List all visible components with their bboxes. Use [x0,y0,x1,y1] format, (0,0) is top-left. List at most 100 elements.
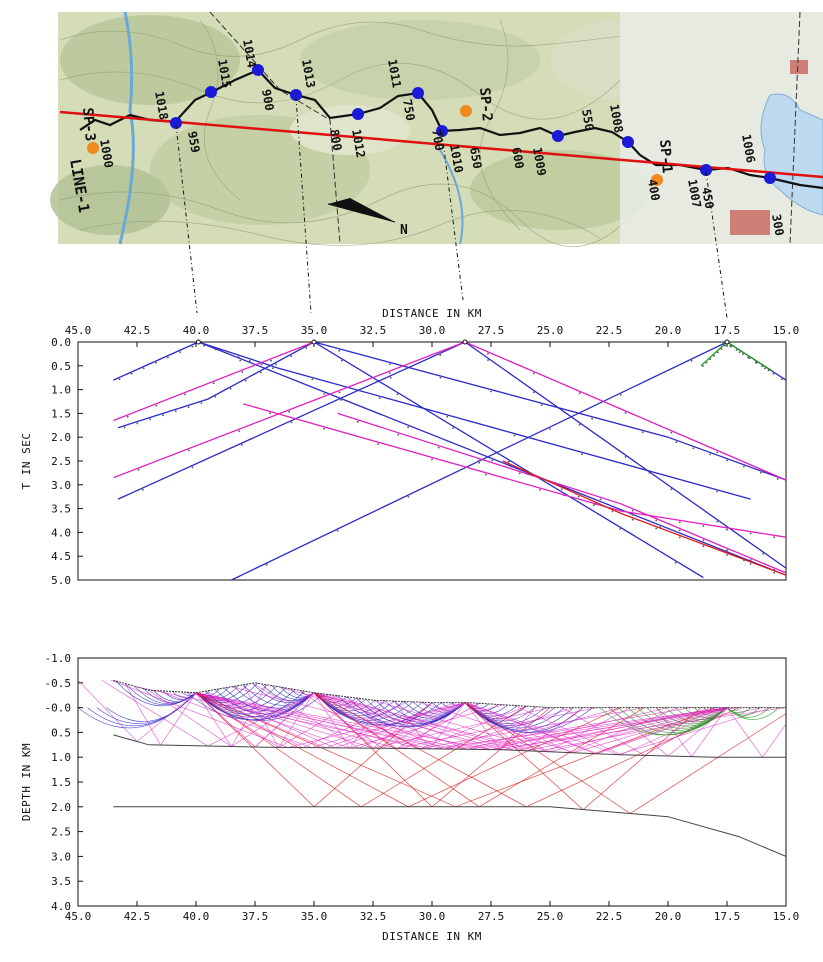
travel-time-pick [748,357,751,360]
station-label: 1012 [349,128,368,159]
station-label: 450 [699,186,717,210]
leader-line [705,171,728,319]
profile-line [59,110,823,179]
travel-time-pick [490,390,492,393]
ray-paths [78,680,786,814]
ray-diagram-x-tick-label: 20.0 [655,910,682,923]
travel-time-x-tick-label: 35.0 [301,324,328,337]
station-marker [412,87,424,99]
travel-time-curve [113,341,466,479]
travel-time-pick [709,358,712,361]
travel-time-pick [407,496,410,498]
travel-time-curve [313,341,787,481]
travel-time-pick [485,473,487,476]
travel-time-pick [439,377,442,379]
diving-ray [186,691,315,720]
travel-time-xlabel: DISTANCE IN KM [382,307,482,320]
travel-time-pick [155,404,158,407]
model-interface2 [113,806,786,857]
travel-time-pick [191,345,194,348]
shot-marker [651,174,663,186]
travel-time-pick [142,367,145,370]
ray-diagram-y-tick-label: 0.5 [51,726,71,739]
travel-time-pick [378,397,381,399]
station-label: 959 [185,130,203,154]
station-marker [436,125,448,137]
travel-time-pick [532,372,535,375]
station-label: 550 [579,108,597,132]
travel-time-curve [117,341,704,579]
travel-time-x-tick-label: 37.5 [242,324,269,337]
ray-diagram-x-tick-label: 17.5 [714,910,741,923]
travel-time-pick [270,359,272,362]
ray-diagram-y-tick-label: 4.0 [51,900,71,913]
leader-line [441,132,464,301]
travel-time-pick [491,459,494,462]
boundary-line [789,11,801,245]
travel-time-pick [298,348,301,351]
travel-time-y-tick-label: 3.0 [51,479,71,492]
travel-time-pick [624,456,627,458]
station-marker [700,164,712,176]
travel-time-pick [136,422,139,425]
ray-diagram-x-tick-label: 25.0 [537,910,564,923]
travel-time-pick [716,520,719,523]
travel-time-pick [702,545,705,548]
travel-time-x-tick-label: 25.0 [537,324,564,337]
travel-time-x-tick-label: 40.0 [183,324,210,337]
travel-time-pick [275,363,277,366]
travel-time-pick [709,453,711,456]
travel-time-pick [187,406,190,408]
travel-time-pick [675,441,678,444]
travel-time-pick [773,536,776,539]
travel-time-pick [179,351,182,353]
travel-time-pick [323,427,325,430]
station-label: 1015 [215,58,234,89]
ray-diagram-y-ticks: -1.0 -0.5 -0.0 0.5 1.0 1.5 2.0 2.5 3.0 3.5 4.0 [45,652,83,913]
ray-diagram-y-tick-label: -1.0 [45,652,72,665]
travel-time-curve [337,412,787,574]
station-marker [170,117,182,129]
travel-time-curve [243,403,787,538]
travel-time-pick [544,480,546,483]
travel-time-pick [749,559,752,561]
travel-time-y-ticks: 0.0 0.5 1.0 1.5 2.0 2.5 3.0 3.5 4.0 4.5 5.0 [51,336,83,587]
travel-time-pick [726,459,728,462]
travel-time-pick [507,460,510,463]
travel-time-pick [214,396,217,398]
travel-time-pick [578,392,581,395]
travel-time-pick [631,513,634,516]
travel-time-pick [212,382,215,385]
travel-time-pick [655,519,658,522]
travel-time-curve [198,341,751,500]
travel-time-pick [705,361,708,364]
contour-lines [59,19,661,247]
travel-time-pick [720,348,723,350]
travel-time-pick [780,378,783,381]
travel-time-x-tick-label: 22.5 [596,324,623,337]
station-label: 800 [327,128,345,152]
station-label: 1018 [152,90,171,121]
station-marker [622,136,634,148]
travel-time-pick [239,359,242,362]
leader-line [175,124,198,314]
shot-marker [87,142,99,154]
diving-ray [153,690,197,702]
ray-diagram-ylabel: DEPTH IN KM [20,743,33,821]
shot-point-marker [195,339,201,345]
leader-line [295,96,312,314]
travel-time-pick [641,431,644,434]
station-label: 1008 [607,103,626,134]
travel-time-pick [726,528,728,531]
ray-diagram-x-tick-label: 45.0 [65,910,92,923]
travel-time-curve [117,341,787,569]
travel-time-pick [581,453,583,456]
travel-time-pick [767,369,770,372]
travel-time-pick [624,412,627,414]
station-markers [170,64,776,184]
travel-time-x-tick-label: 30.0 [419,324,446,337]
travel-time-pick [323,393,326,395]
station-marker [290,89,302,101]
travel-time-pick [407,426,410,429]
